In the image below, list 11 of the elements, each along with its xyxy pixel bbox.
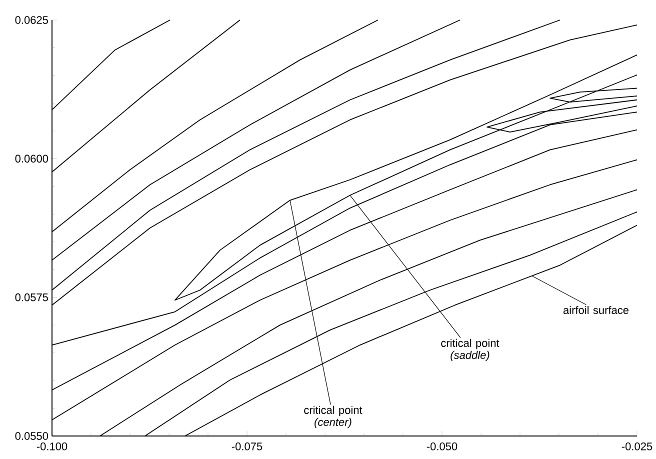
y-tick-label: 0.0600 [15, 154, 48, 163]
x-tick-label: -0.025 [622, 442, 652, 450]
x-tick-label: -0.075 [232, 442, 262, 450]
annotation: critical point (saddle) [441, 338, 500, 362]
annotation: critical point (center) [304, 406, 362, 428]
x-tick-label: -0.100 [36, 442, 68, 450]
y-tick-label: 0.0625 [15, 16, 48, 24]
y-tick-label: 0.0550 [15, 432, 48, 440]
y-tick-label: 0.0575 [15, 293, 48, 302]
annotation: airfoil surface [563, 306, 629, 314]
x-tick-label: -0.050 [426, 442, 458, 450]
